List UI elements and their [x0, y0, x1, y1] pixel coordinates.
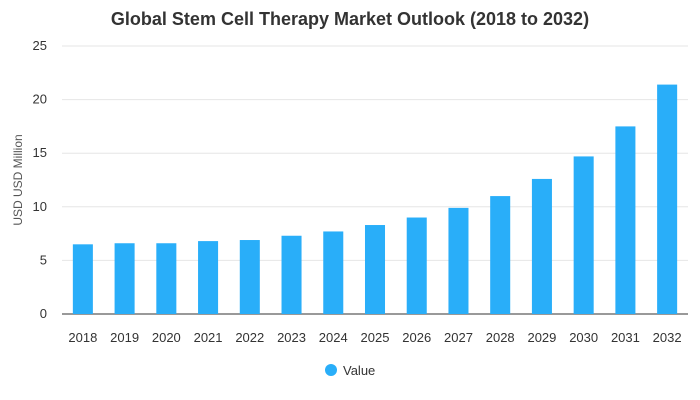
bar-2031[interactable] [615, 126, 636, 315]
x-tick-label: 2022 [235, 330, 264, 345]
bar-2021[interactable] [198, 241, 219, 314]
bar-2018[interactable] [72, 244, 93, 314]
legend-label: Value [343, 363, 375, 378]
x-tick-label: 2027 [444, 330, 473, 345]
x-tick-label: 2018 [68, 330, 97, 345]
y-tick-label: 0 [40, 306, 47, 321]
x-tick-label: 2029 [527, 330, 556, 345]
y-tick-label: 10 [33, 199, 47, 214]
x-tick-label: 2021 [194, 330, 223, 345]
bar-2022[interactable] [239, 240, 260, 314]
x-axis-ticks: 2018 2019 2020 2021 2022 2023 2024 2025 2026 2027… [68, 330, 681, 345]
bar-2030[interactable] [573, 156, 594, 314]
x-tick-label: 2024 [319, 330, 348, 345]
y-tick-label: 20 [33, 92, 47, 107]
chart-title: Global Stem Cell Therapy Market Outlook … [111, 9, 589, 29]
x-tick-label: 2025 [361, 330, 390, 345]
x-tick-label: 2026 [402, 330, 431, 345]
bar-2028[interactable] [490, 196, 511, 314]
x-tick-label: 2032 [653, 330, 682, 345]
bar-2025[interactable] [364, 225, 386, 314]
bar-2029[interactable] [531, 178, 552, 314]
y-tick-label: 15 [33, 145, 47, 160]
bar-2020[interactable] [156, 243, 177, 314]
x-tick-label: 2019 [110, 330, 139, 345]
bars [72, 84, 678, 315]
x-tick-label: 2028 [486, 330, 515, 345]
legend[interactable]: Value [325, 363, 375, 378]
bar-2032[interactable] [657, 84, 678, 314]
bar-2027[interactable] [448, 207, 469, 314]
y-axis-ticks: 0 5 10 15 20 25 [33, 38, 47, 321]
x-tick-label: 2031 [611, 330, 640, 345]
y-tick-label: 25 [33, 38, 47, 53]
y-axis-label: USD USD Million [11, 134, 25, 225]
legend-marker [325, 364, 337, 376]
bar-2019[interactable] [114, 243, 135, 314]
y-tick-label: 5 [40, 252, 47, 267]
x-tick-label: 2030 [569, 330, 598, 345]
x-tick-label: 2023 [277, 330, 306, 345]
bar-2024[interactable] [323, 231, 344, 314]
bar-2026[interactable] [406, 217, 427, 314]
bar-2023[interactable] [281, 235, 302, 314]
x-tick-label: 2020 [152, 330, 181, 345]
